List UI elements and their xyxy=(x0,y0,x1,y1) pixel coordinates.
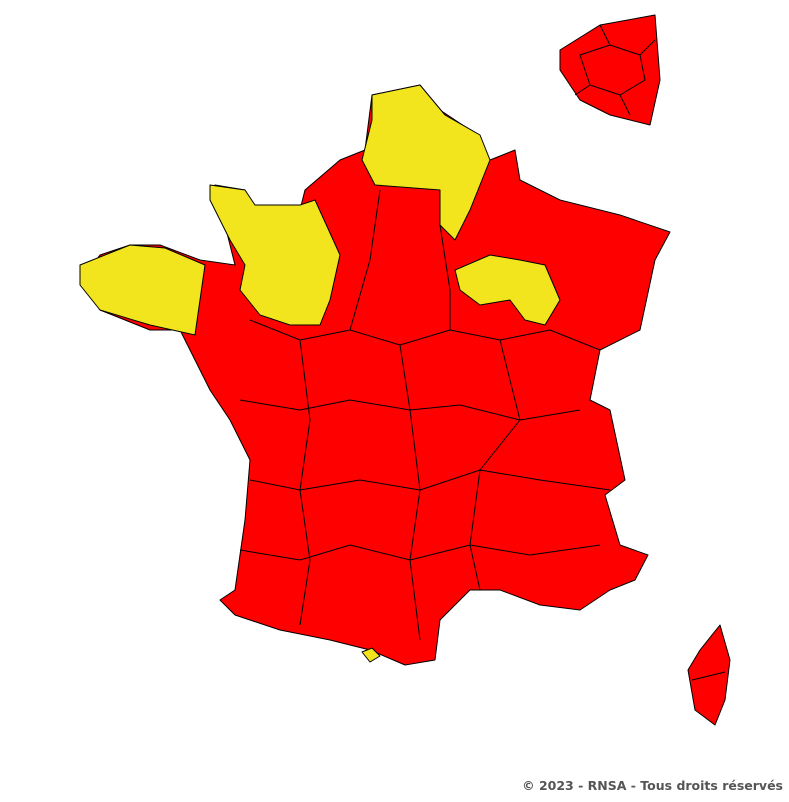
region-corse[interactable] xyxy=(687,624,731,726)
region-normandie[interactable] xyxy=(209,184,341,326)
region-ile-de-france-inset[interactable] xyxy=(559,14,661,126)
region-hauts-de-france[interactable] xyxy=(361,84,491,241)
corse-border xyxy=(691,671,726,681)
inset-borders xyxy=(574,24,656,116)
region-bourgogne-north[interactable] xyxy=(454,254,561,326)
region-bretagne-west[interactable] xyxy=(79,244,206,336)
region-pyrenees-small[interactable] xyxy=(361,647,381,663)
copyright-footer: © 2023 - RNSA - Tous droits réservés xyxy=(522,778,783,793)
department-borders xyxy=(239,189,611,641)
